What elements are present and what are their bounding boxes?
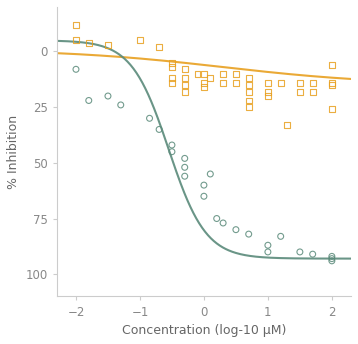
Point [220, 220, 226, 226]
Point [169, 142, 175, 148]
Point [201, 182, 207, 188]
Point [265, 93, 271, 99]
Point [201, 84, 207, 90]
Point [329, 62, 335, 68]
Point [246, 105, 252, 110]
Point [182, 155, 188, 161]
Point [169, 80, 175, 85]
Point [73, 22, 79, 28]
Point [297, 249, 303, 255]
Point [182, 89, 188, 94]
Point [201, 80, 207, 85]
Point [156, 44, 162, 50]
Point [233, 71, 239, 76]
Point [182, 66, 188, 72]
Point [310, 80, 315, 85]
Point [329, 82, 335, 88]
Point [329, 258, 335, 264]
Point [278, 80, 284, 85]
Point [201, 71, 207, 76]
Point [105, 42, 111, 47]
Point [169, 75, 175, 81]
Point [156, 127, 162, 132]
Point [246, 232, 252, 237]
Point [73, 66, 79, 72]
Point [246, 89, 252, 94]
Point [182, 82, 188, 88]
Point [73, 37, 79, 43]
Point [278, 234, 284, 239]
Point [220, 80, 226, 85]
Y-axis label: % Inhibition: % Inhibition [7, 115, 20, 189]
Point [265, 243, 271, 248]
Point [118, 102, 124, 108]
Point [246, 82, 252, 88]
Point [233, 227, 239, 233]
Point [214, 216, 219, 221]
Point [265, 249, 271, 255]
Point [284, 122, 290, 128]
Point [329, 256, 335, 261]
Point [86, 98, 92, 103]
Point [246, 75, 252, 81]
Point [310, 251, 315, 257]
Point [147, 116, 153, 121]
Point [329, 80, 335, 85]
Point [265, 89, 271, 94]
Point [137, 37, 143, 43]
Point [169, 60, 175, 65]
Point [182, 173, 188, 179]
Point [86, 40, 92, 45]
Point [297, 89, 303, 94]
Point [297, 80, 303, 85]
Point [207, 75, 213, 81]
Point [182, 164, 188, 170]
Point [195, 71, 200, 76]
Point [169, 149, 175, 154]
Point [207, 171, 213, 177]
Point [220, 71, 226, 76]
Point [329, 254, 335, 259]
Point [329, 107, 335, 112]
X-axis label: Concentration (log-10 μM): Concentration (log-10 μM) [122, 324, 286, 337]
Point [265, 80, 271, 85]
Point [169, 64, 175, 70]
Point [201, 193, 207, 199]
Point [246, 98, 252, 103]
Point [310, 89, 315, 94]
Point [233, 80, 239, 85]
Point [182, 75, 188, 81]
Point [105, 93, 111, 99]
